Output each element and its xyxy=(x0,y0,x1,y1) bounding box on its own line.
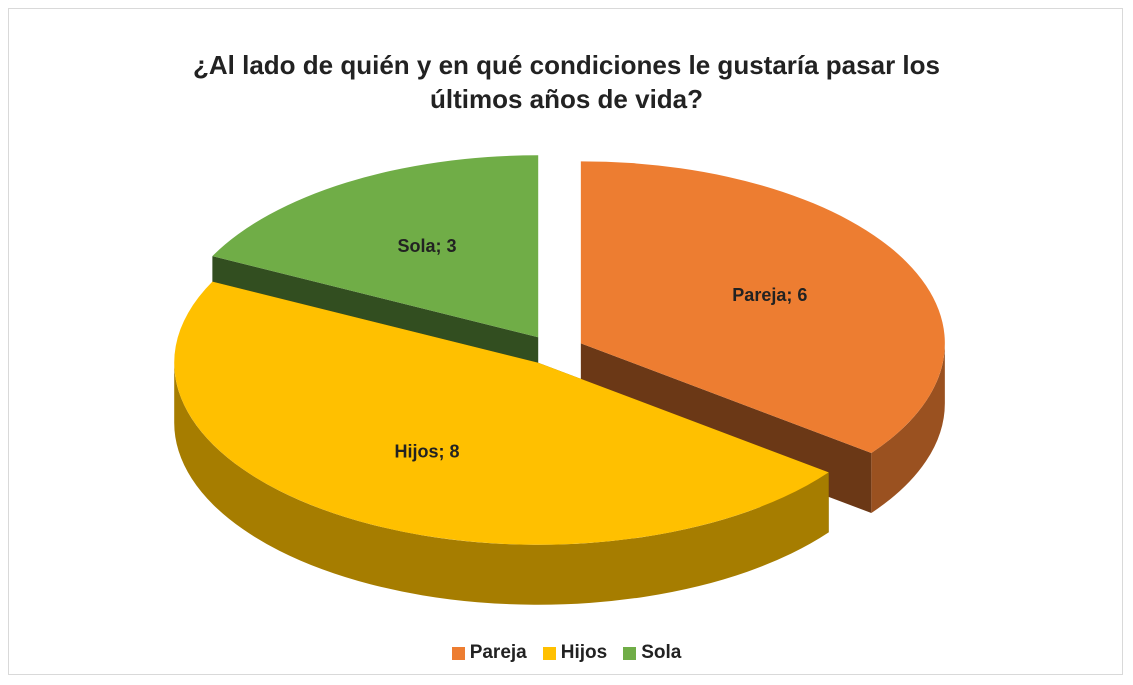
chart-frame xyxy=(8,8,1123,675)
legend-swatch xyxy=(451,646,465,660)
legend-label: Sola xyxy=(641,642,682,663)
slice-wall xyxy=(871,343,945,513)
slice-wall xyxy=(174,362,829,605)
legend-item: Pareja xyxy=(451,642,527,664)
legend-swatch xyxy=(623,646,637,660)
legend: Pareja Hijos Sola xyxy=(0,642,1133,664)
data-label: Sola; 3 xyxy=(398,236,457,256)
legend-item: Sola xyxy=(623,642,681,664)
legend-label: Hijos xyxy=(560,642,608,663)
legend-swatch xyxy=(542,646,556,660)
slice-top xyxy=(174,281,829,545)
data-label: Hijos; 8 xyxy=(395,441,460,461)
slice-top xyxy=(580,161,945,453)
legend-label: Pareja xyxy=(469,642,527,663)
legend-item: Hijos xyxy=(542,642,608,664)
slice-top xyxy=(212,155,539,338)
pie-slice xyxy=(174,281,829,605)
chart-title: ¿Al lado de quién y en qué condiciones l… xyxy=(193,50,940,114)
data-label: Pareja; 6 xyxy=(732,285,807,305)
